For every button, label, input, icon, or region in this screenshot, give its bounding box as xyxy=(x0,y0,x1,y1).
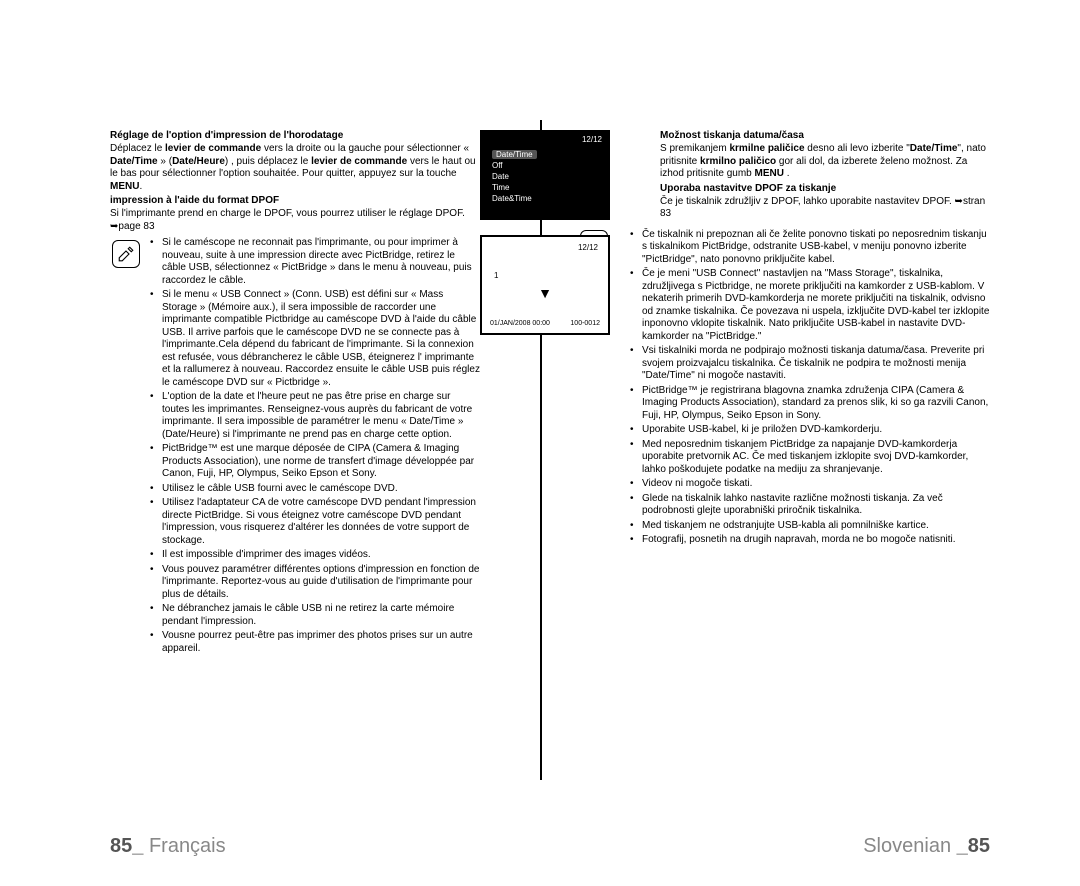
menu-item: Date/Time xyxy=(492,150,537,159)
t: krmilne paličice xyxy=(729,143,804,154)
page-num: 85_ xyxy=(110,835,143,857)
list-item: Vousne pourrez peut-être pas imprimer de… xyxy=(150,630,480,655)
page-number-right: Slovenian _85 xyxy=(863,835,990,858)
list-item: Med tiskanjem ne odstranjujte USB-kabla … xyxy=(630,520,990,533)
list-item: Utilisez le câble USB fourni avec le cam… xyxy=(150,483,480,496)
list-item: Vsi tiskalniki morda ne podpirajo možnos… xyxy=(630,345,990,383)
left-heading-2: impression à l'aide du format DPOF xyxy=(110,195,480,206)
list-item: Glede na tiskalnik lahko nastavite razli… xyxy=(630,493,990,518)
list-item: Utilisez l'adaptateur CA de votre camésc… xyxy=(150,497,480,547)
list-item: PictBridge™ je registrirana blagovna zna… xyxy=(630,385,990,423)
page-number-left: 85_ Français xyxy=(110,835,226,858)
t: levier de commande xyxy=(165,143,261,154)
list-item: Med neposrednim tiskanjem PictBridge za … xyxy=(630,439,990,477)
pencil-icon xyxy=(117,245,135,263)
list-item: PictBridge™ est une marque déposée de CI… xyxy=(150,443,480,481)
list-item: Videov ni mogoče tiskati. xyxy=(630,478,990,491)
right-heading-2: Uporaba nastavitve DPOF za tiskanje xyxy=(660,183,990,194)
left-heading-1: Réglage de l'option d'impression de l'ho… xyxy=(110,130,480,141)
preview-counter: 12/12 xyxy=(578,243,598,252)
menu-item: Date&Time xyxy=(492,193,598,204)
camera-screen-menu: 12/12 Date/Time Off Date Time Date&Time xyxy=(480,130,610,220)
t: . xyxy=(784,168,790,179)
list-item: Si le caméscope ne reconnait pas l'impri… xyxy=(150,237,480,287)
note-icon xyxy=(112,240,140,268)
list-item: Uporabite USB-kabel, ki je priložen DVD-… xyxy=(630,424,990,437)
list-item: Vous pouvez paramétrer différentes optio… xyxy=(150,564,480,602)
right-heading-1: Možnost tiskanja datuma/časa xyxy=(660,130,990,141)
right-para-1: S premikanjem krmilne paličice desno ali… xyxy=(660,143,990,181)
down-arrow-icon: ▼ xyxy=(538,285,552,301)
t: Date/Time xyxy=(910,143,958,154)
camera-screen-preview: 12/12 1 ▼ 01/JAN/2008 00:00 100-0012 xyxy=(480,235,610,335)
preview-file: 100-0012 xyxy=(570,320,600,327)
left-para-1: Déplacez le levier de commande vers la d… xyxy=(110,143,480,193)
preview-date: 01/JAN/2008 00:00 xyxy=(490,320,550,327)
t: krmilno paličico xyxy=(700,156,776,167)
t: Déplacez le xyxy=(110,143,165,154)
t: S premikanjem xyxy=(660,143,729,154)
list-item: Fotografij, posnetih na drugih napravah,… xyxy=(630,534,990,547)
t: . xyxy=(139,181,142,192)
t: » ( xyxy=(158,156,172,167)
list-item: Če je meni "USB Connect" nastavljen na "… xyxy=(630,268,990,343)
page-lang: Slovenian xyxy=(863,835,951,857)
preview-index: 1 xyxy=(494,271,498,280)
list-item: Ne débranchez jamais le câble USB ni ne … xyxy=(150,603,480,628)
t: Date/Heure xyxy=(172,156,225,167)
t: MENU xyxy=(110,181,139,192)
right-bullet-list: Če tiskalnik ni prepoznan ali če želite … xyxy=(630,229,990,547)
left-para-2: Si l'imprimante prend en charge le DPOF,… xyxy=(110,208,480,233)
page-num: _85 xyxy=(957,835,990,857)
list-item: L'option de la date et l'heure peut ne p… xyxy=(150,391,480,441)
t: Date/Time xyxy=(110,156,158,167)
screen-menu: Date/Time Off Date Time Date&Time xyxy=(482,147,608,206)
left-column: Réglage de l'option d'impression de l'ho… xyxy=(0,0,540,886)
t: levier de commande xyxy=(311,156,407,167)
left-bullet-list: Si le caméscope ne reconnait pas l'impri… xyxy=(150,237,480,655)
menu-item: Date xyxy=(492,171,598,182)
t: vers la droite ou la gauche pour sélecti… xyxy=(261,143,469,154)
menu-item: Time xyxy=(492,182,598,193)
list-item: Il est impossible d'imprimer des images … xyxy=(150,549,480,562)
screen-counter: 12/12 xyxy=(482,132,608,147)
t: ) , puis déplacez le xyxy=(225,156,311,167)
right-para-2: Če je tiskalnik združljiv z DPOF, lahko … xyxy=(660,196,990,221)
page-lang: Français xyxy=(149,835,226,857)
right-column: Možnost tiskanja datuma/časa S premikanj… xyxy=(540,0,1080,886)
list-item: Če tiskalnik ni prepoznan ali če želite … xyxy=(630,229,990,267)
t: MENU xyxy=(755,168,784,179)
menu-item: Off xyxy=(492,160,598,171)
list-item: Si le menu « USB Connect » (Conn. USB) e… xyxy=(150,289,480,389)
t: desno ali levo izberite " xyxy=(805,143,910,154)
